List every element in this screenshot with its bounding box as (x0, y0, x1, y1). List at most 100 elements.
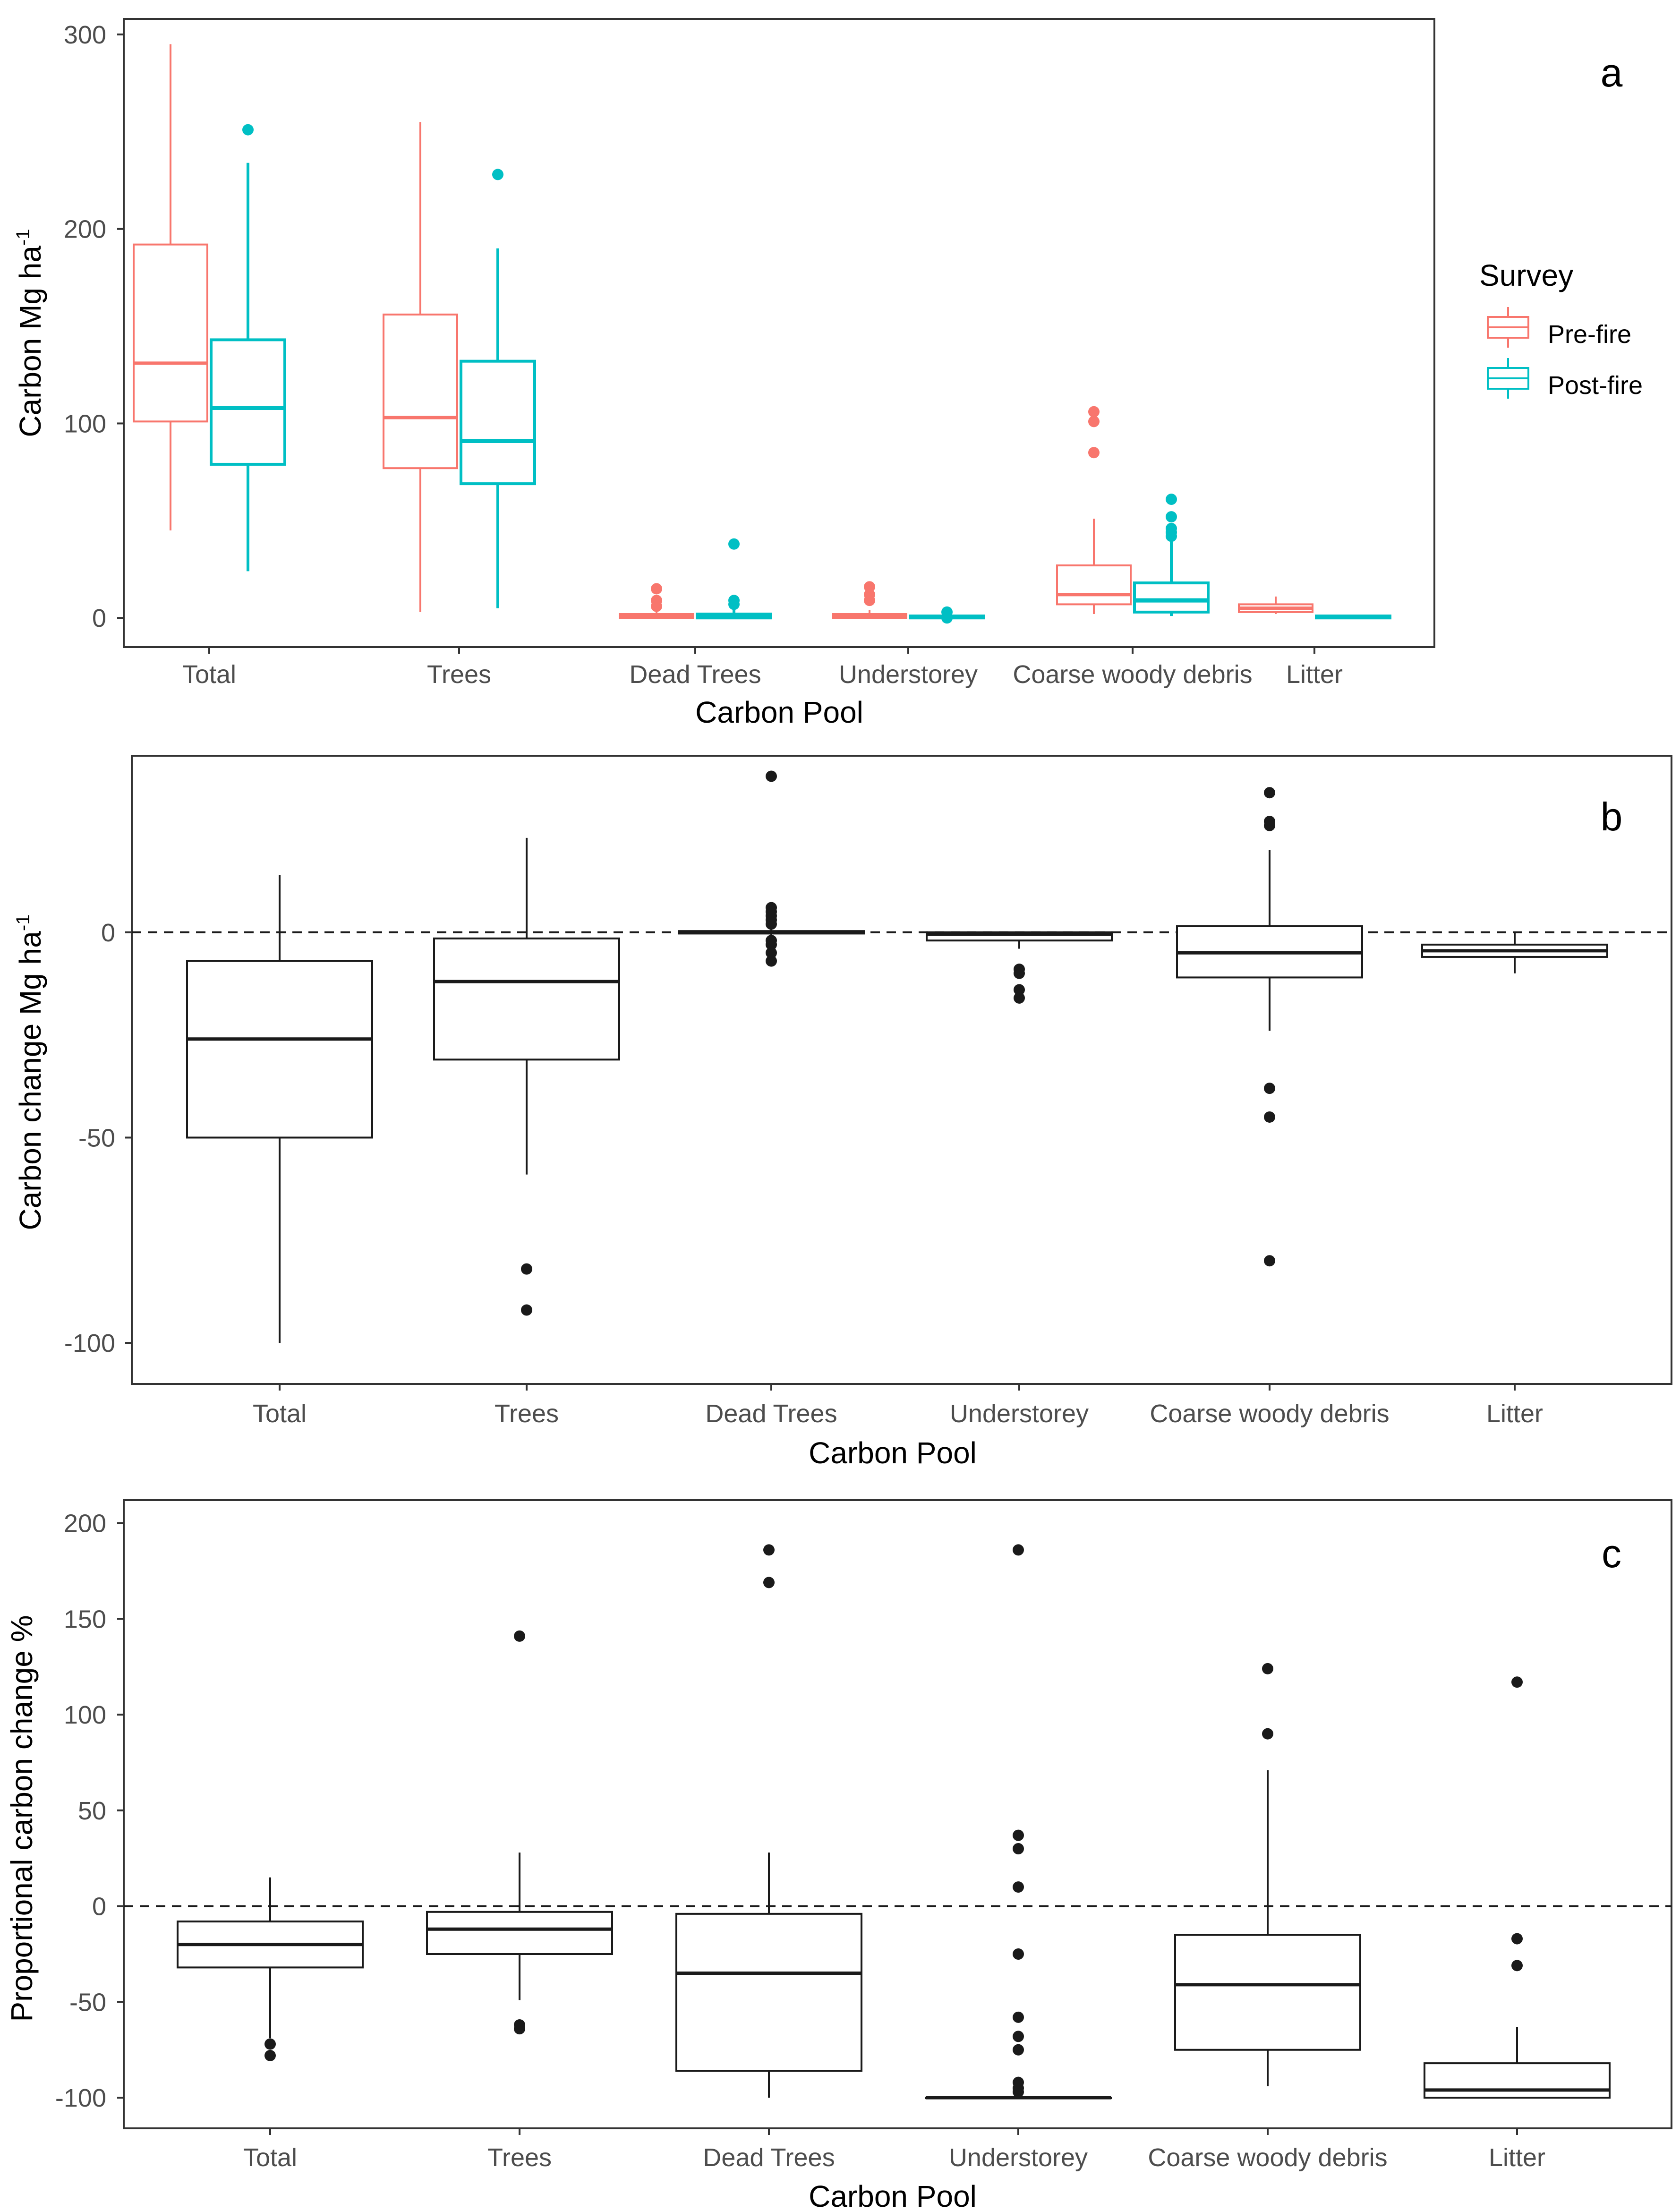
panel-a-box-understorey-pre-fire (832, 581, 907, 619)
legend-title: Survey (1479, 258, 1573, 292)
panel-a-box-coarse-woody-debris-pre-fire (1056, 406, 1132, 614)
panel-c-x-tick-label: Litter (1489, 2143, 1545, 2172)
panel-a-box-dead-trees-post-fire (696, 538, 772, 620)
panel-c-box-dead-trees-iqr-box (675, 1912, 862, 2072)
panel-a-box-total-pre-fire (133, 44, 208, 530)
panel-b-box-coarse-woody-debris (1176, 787, 1363, 1267)
panel-a-box-understorey-pre-fire-outlier-1 (864, 589, 875, 600)
panel-a-box-trees-post-fire (460, 169, 536, 608)
panel-b-box-dead-trees (678, 770, 865, 967)
panel-a-box-trees-pre-fire (383, 122, 458, 612)
legend-key-post-fire (1487, 358, 1529, 399)
panel-a-y-tick-label: 0 (92, 604, 106, 632)
panel-a-box-total-post-fire-iqr-box (210, 338, 286, 466)
panel-c-box-total-outlier-0 (264, 2038, 276, 2050)
panel-c-plot-area (123, 1499, 1672, 2129)
panel-a-plot-area (123, 18, 1435, 648)
panel-c-box-understorey (925, 1544, 1112, 2100)
panel-a-box-total-post-fire-outlier-0 (242, 124, 254, 136)
panel-c-box-trees-outlier-2 (514, 1630, 525, 1642)
panel-a-box-litter-post-fire (1315, 615, 1391, 620)
panel-c-box-understorey-outlier-3 (1013, 2031, 1024, 2042)
panel-b-box-dead-trees-outlier-0 (766, 955, 777, 967)
panel-c-x-tick-label: Understorey (949, 2143, 1088, 2172)
panel-a-box-coarse-woody-debris-post-fire-outlier-2 (1166, 522, 1177, 534)
panel-a-x-tick-label: Total (182, 660, 236, 689)
panel-c-box-understorey-outlier-2 (1013, 2086, 1024, 2098)
panel-b-box-coarse-woody-debris-outlier-2 (1264, 787, 1275, 799)
panel-a-box-total-post-fire (210, 124, 286, 572)
panel-b-y-tick-label: -50 (78, 1124, 115, 1152)
panel-b-box-trees-outlier-1 (521, 1304, 532, 1316)
panel-a-box-understorey-post-fire-outlier-1 (941, 606, 953, 618)
panel-b-x-tick-label: Dead Trees (705, 1400, 837, 1428)
panel-a-x-tick-label: Dead Trees (629, 660, 761, 689)
panel-b-box-coarse-woody-debris-outlier-3 (1264, 1083, 1275, 1094)
panel-a-box-coarse-woody-debris-pre-fire-outlier-0 (1088, 447, 1100, 459)
panel-a-box-coarse-woody-debris-pre-fire-outlier-1 (1088, 416, 1100, 427)
legend-label-post-fire: Post-fire (1548, 371, 1643, 400)
panel-b-box-total-iqr-box (186, 960, 373, 1139)
panel-a-x-axis-title: Carbon Pool (695, 695, 863, 729)
panel-c-y-axis-title: Proportional carbon change % (5, 1615, 39, 2022)
panel-c-box-litter-iqr-box (1424, 2062, 1611, 2099)
panel-b-box-total (186, 875, 373, 1343)
panel-c-box-coarse-woody-debris (1174, 1663, 1361, 2086)
panel-a-box-trees-post-fire-outlier-0 (492, 169, 503, 180)
panel-a-box-dead-trees-pre-fire (619, 583, 694, 619)
legend-label-pre-fire: Pre-fire (1548, 320, 1631, 349)
panel-c-box-coarse-woody-debris-outlier-1 (1262, 1663, 1273, 1674)
panel-b-box-dead-trees-outlier-8 (766, 902, 777, 913)
panel-c-y-tick-label: -100 (55, 2084, 106, 2112)
panel-b-y-axis-title: Carbon change Mg ha-1 (13, 914, 47, 1230)
panel-b-x-tick-label: Trees (495, 1400, 559, 1428)
panel-c-box-total (177, 1877, 364, 2061)
panel-a-box-total-pre-fire-iqr-box (133, 243, 208, 423)
panel-b-chart: -100 -50 0 Total Trees Dead Trees Understorey… (13, 755, 1672, 1470)
panel-c-box-coarse-woody-debris-outlier-0 (1262, 1728, 1273, 1740)
panel-a-box-understorey-post-fire (909, 606, 985, 624)
panel-c-y-tick-label: 150 (64, 1605, 106, 1633)
panel-c-y-tick-label: 200 (64, 1510, 106, 1538)
panel-c-box-total-outlier-1 (264, 2049, 276, 2061)
panel-c-x-tick-label: Total (243, 2143, 297, 2172)
panel-b-box-dead-trees-outlier-1 (766, 947, 777, 959)
panel-c-box-litter-outlier-0 (1511, 1933, 1523, 1945)
panel-a-y-tick-label: 300 (64, 21, 106, 49)
panel-b-box-understorey-outlier-2 (1014, 984, 1025, 996)
panel-c-x-tick-label: Trees (487, 2143, 552, 2172)
panel-b-x-axis-title: Carbon Pool (809, 1436, 977, 1470)
panel-a-x-tick-label: Understorey (839, 660, 978, 689)
panel-c-box-understorey-outlier-10 (1013, 1544, 1024, 1556)
panel-a-box-coarse-woody-debris-pre-fire-iqr-box (1056, 564, 1132, 606)
panel-b-x-tick-label: Understorey (950, 1400, 1089, 1428)
panel-a-letter: a (1601, 51, 1623, 95)
panel-b-y-tick-label: 0 (101, 919, 115, 947)
panel-a-box-coarse-woody-debris-post-fire-outlier-3 (1166, 511, 1177, 523)
panel-a-box-trees-post-fire-iqr-box (460, 359, 536, 486)
panel-a-legend: Survey Pre-fire Post-fire (1479, 258, 1643, 400)
panel-c-y-tick-label: 50 (78, 1797, 106, 1825)
panel-a-x-tick-label: Coarse woody debris (1013, 660, 1252, 689)
panel-b-box-dead-trees-outlier-3 (766, 935, 777, 947)
panel-a-y-axis-title: Carbon Mg ha-1 (13, 229, 47, 437)
panel-a-box-litter-pre-fire (1238, 596, 1313, 614)
panel-a-box-dead-trees-post-fire-outlier-1 (728, 595, 740, 606)
panel-c-box-understorey-outlier-8 (1013, 1843, 1024, 1854)
panel-a-box-dead-trees-pre-fire-outlier-1 (651, 595, 662, 606)
panel-b-plot-area (131, 755, 1672, 1385)
panel-c-letter: c (1602, 1531, 1621, 1576)
panel-c-box-trees-outlier-1 (514, 2023, 525, 2035)
panel-b-box-coarse-woody-debris-outlier-1 (1264, 816, 1275, 828)
panel-a-x-tick-label: Trees (427, 660, 491, 689)
panel-a-box-understorey-pre-fire-outlier-2 (864, 581, 875, 593)
panel-a-box-trees-pre-fire-iqr-box (383, 313, 458, 470)
panel-c-y-tick-label: 0 (92, 1893, 106, 1921)
panel-b-box-coarse-woody-debris-outlier-4 (1264, 1111, 1275, 1123)
panel-b-x-tick-label: Litter (1486, 1400, 1543, 1428)
panel-a-box-coarse-woody-debris-post-fire-outlier-4 (1166, 494, 1177, 505)
panel-b-box-understorey-outlier-1 (1014, 967, 1025, 979)
panel-c-box-dead-trees-outlier-1 (763, 1544, 775, 1556)
panel-a-box-dead-trees-post-fire-outlier-2 (728, 538, 740, 550)
panel-c-box-dead-trees (675, 1544, 862, 2098)
